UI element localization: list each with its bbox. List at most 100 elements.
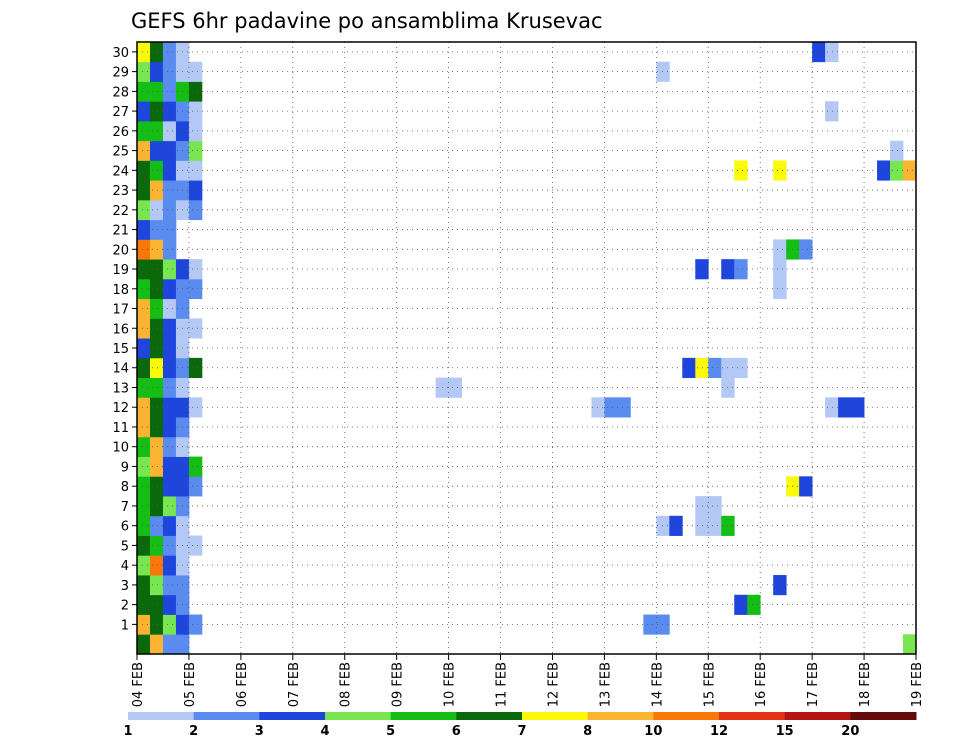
heatmap-cell (137, 357, 151, 379)
heatmap-cell (773, 278, 787, 300)
y-tick-label: 14 (112, 362, 129, 377)
heatmap-cell (162, 575, 177, 596)
y-tick-label: 26 (112, 125, 129, 140)
heatmap-cell (162, 199, 177, 221)
x-tick-label: 12 FEB (546, 662, 561, 707)
heatmap-cell (773, 259, 787, 280)
heatmap-cell (162, 634, 177, 655)
x-tick-label: 15 FEB (702, 662, 717, 707)
heatmap-cell (137, 278, 151, 300)
heatmap-cell (149, 456, 164, 477)
heatmap-cell (162, 101, 177, 122)
heatmap-cell (188, 81, 203, 102)
colorbar-label: 1 (123, 724, 132, 739)
heatmap-cell (773, 160, 787, 181)
heatmap-cell (162, 436, 177, 457)
heatmap-cell (149, 436, 164, 457)
grid-lines (137, 42, 916, 654)
heatmap-cell (137, 397, 151, 418)
heatmap-cell (137, 298, 151, 319)
colorbar-swatch (325, 712, 392, 720)
heatmap-cell (825, 397, 839, 418)
chart-title: GEFS 6hr padavine po ansamblima Krusevac (131, 9, 603, 33)
heatmap-cell (162, 61, 177, 82)
y-tick-label: 18 (112, 283, 129, 298)
heatmap-cell (137, 81, 151, 102)
heatmap-cell (162, 338, 177, 359)
heatmap-cell (656, 614, 670, 635)
y-tick-label: 29 (112, 66, 129, 81)
colorbar-swatch (128, 712, 195, 720)
heatmap-cell (656, 515, 670, 536)
y-tick-label: 27 (112, 105, 129, 120)
y-tick-label: 23 (112, 184, 129, 199)
heatmap-cell (162, 377, 177, 398)
heatmap-cell (149, 278, 164, 300)
heatmap-cell (747, 594, 761, 615)
heatmap-cell (162, 417, 177, 438)
heatmap-cell (162, 496, 177, 517)
colorbar-swatch (784, 712, 851, 720)
y-tick-label: 2 (121, 599, 129, 614)
heatmap-cell (149, 199, 164, 221)
heatmap-cell (149, 239, 164, 260)
heatmap-cell (188, 614, 203, 635)
y-axis: 1234567891011121314151617181920212223242… (112, 46, 137, 633)
heatmap-cell (149, 496, 164, 517)
heatmap-cell (149, 555, 164, 576)
heatmap-cell (188, 397, 203, 418)
x-tick-label: 05 FEB (183, 662, 198, 707)
x-tick-label: 07 FEB (287, 662, 302, 707)
heatmap-cell (162, 515, 177, 536)
heatmap-cell (734, 259, 748, 280)
colorbar-label: 15 (776, 724, 794, 739)
x-tick-label: 13 FEB (598, 662, 613, 707)
heatmap-cell (162, 298, 177, 319)
heatmap-cell (149, 61, 164, 82)
heatmap-cell (149, 476, 164, 497)
colorbar-swatch (456, 712, 523, 720)
heatmap-cell (188, 318, 203, 339)
y-tick-label: 11 (112, 421, 129, 436)
heatmap-cell (149, 259, 164, 280)
heatmap-cell (149, 417, 164, 438)
heatmap-cell (162, 180, 177, 201)
heatmap-cell (162, 239, 177, 260)
heatmap-cell (137, 180, 151, 201)
y-tick-label: 15 (112, 342, 129, 357)
y-tick-label: 12 (112, 401, 129, 416)
heatmap-cell (149, 318, 164, 339)
x-tick-label: 09 FEB (391, 662, 406, 707)
heatmap-cell (162, 476, 177, 497)
heatmap-cell (137, 239, 151, 260)
colorbar-swatch (259, 712, 326, 720)
heatmap-cell (162, 357, 177, 379)
heatmap-cell (812, 42, 826, 63)
heatmap-cell (734, 594, 748, 615)
x-tick-label: 14 FEB (650, 662, 665, 707)
heatmap-cell (773, 239, 787, 260)
heatmap-cell (682, 357, 696, 379)
y-tick-label: 28 (112, 85, 129, 100)
heatmap-cell (708, 515, 722, 536)
colorbar-label: 8 (583, 724, 592, 739)
heatmap-cell (695, 496, 709, 517)
heatmap-cell (149, 298, 164, 319)
heatmap-cell (137, 120, 151, 142)
heatmap-cell (188, 160, 203, 181)
heatmap-cell (695, 515, 709, 536)
heatmap-cell (162, 219, 177, 240)
heatmap-cell (137, 219, 151, 240)
heatmap-cell (877, 160, 891, 181)
x-tick-label: 18 FEB (858, 662, 873, 707)
heatmap-cell (149, 377, 164, 398)
x-tick-label: 08 FEB (339, 662, 354, 707)
y-tick-label: 24 (112, 164, 129, 179)
heatmap-cell (162, 535, 177, 556)
heatmap-cell (162, 594, 177, 615)
heatmap-cell (137, 535, 151, 556)
heatmap-cell (137, 594, 151, 615)
x-tick-label: 06 FEB (235, 662, 250, 707)
